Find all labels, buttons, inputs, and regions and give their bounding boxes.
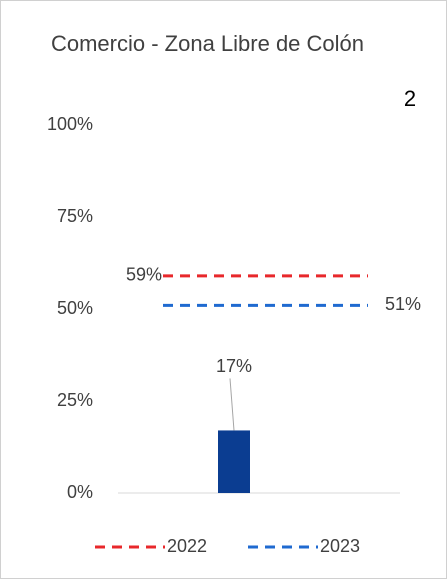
legend-label: 2022 [167, 536, 207, 556]
y-tick-label: 75% [57, 206, 93, 226]
y-tick-label: 0% [67, 482, 93, 502]
annotation: 2 [404, 86, 416, 111]
legend-label: 2023 [320, 536, 360, 556]
bar [218, 430, 250, 493]
leader-line [229, 378, 235, 431]
y-tick-label: 50% [57, 298, 93, 318]
data-label: 17% [216, 356, 252, 376]
chart-title: Comercio - Zona Libre de Colón [50, 31, 365, 56]
data-label: 59% [126, 265, 162, 285]
y-tick-label: 100% [47, 114, 93, 134]
data-label: 51% [385, 294, 421, 314]
y-tick-label: 25% [57, 390, 93, 410]
